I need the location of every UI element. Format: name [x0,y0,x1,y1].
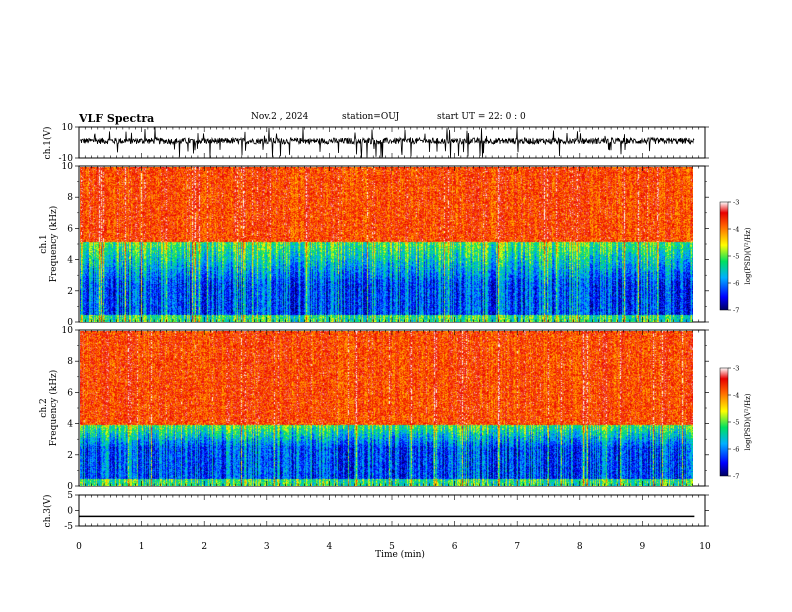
x-tick-label: 5 [389,542,395,552]
colorbar-tick-label: -4 [733,226,739,234]
ch1-spectrogram-ytick-label: 0 [67,318,73,328]
colorbar-tick-label: -3 [733,199,739,207]
ch1-waveform-ytick-label: 10 [62,123,74,133]
x-tick-label: 4 [327,542,333,552]
ch2-spectrogram [80,331,693,486]
start-time-label: start UT = 22: 0 : 0 [437,112,526,122]
ch2-spectrogram-ytick-label: 10 [62,326,74,336]
station-label: station=OUJ [342,112,400,122]
ch1-spectrogram [80,167,693,322]
x-axis-label: Time (min) [375,549,425,560]
colorbar-tick-label: -4 [733,392,739,400]
ch1-waveform-trace [79,127,695,159]
ch1-colorbar-label: log(PSD)(V²/Hz) [744,227,752,284]
ch1-spectrogram-ylabel-top: ch.1 [39,234,49,253]
ch1-waveform-ytick-label: -10 [59,154,74,164]
x-tick-label: 9 [640,542,646,552]
ch2-spectrogram-ytick-label: 0 [67,482,73,492]
colorbar-tick-label: -6 [733,280,739,288]
x-tick-label: 8 [577,542,583,552]
ch2-spectrogram-ytick-label: 4 [67,420,73,430]
x-tick-label: 6 [452,542,458,552]
ch1-spectrogram-ytick-label: 6 [67,224,73,234]
colorbar-tick-label: -7 [733,473,739,481]
ch1-spectrogram-ytick-label: 2 [67,287,73,297]
colorbar-tick-label: -3 [733,365,739,373]
ch2-spectrogram-ytick-label: 6 [67,388,73,398]
x-tick-label: 1 [139,542,145,552]
colorbar-tick-label: -6 [733,446,739,454]
ch2-spectrogram-ytick-label: 2 [67,451,73,461]
ch2-spectrogram-ylabel-top: ch.2 [39,398,49,417]
x-tick-label: 0 [76,542,82,552]
ch1-colorbar [719,201,729,311]
chart-title: VLF Spectra [79,112,155,125]
ch3-waveform-ytick-label: 5 [67,491,73,501]
ch3-waveform-ylabel: ch.3(V) [42,495,53,528]
ch1-waveform-ylabel: ch.1(V) [42,127,53,160]
ch3-waveform-ytick-label: -5 [64,522,73,532]
ch1-spectrogram-ytick-label: 4 [67,256,73,266]
ch2-colorbar [719,367,729,477]
x-tick-label: 10 [699,542,711,552]
x-tick-label: 3 [264,542,270,552]
colorbar-tick-label: -5 [733,419,739,427]
ch2-colorbar-label: log(PSD)(V²/Hz) [744,393,752,450]
ch2-spectrogram-ylabel: Frequency (kHz) [48,370,59,447]
x-tick-label: 7 [514,542,520,552]
ch1-spectrogram-ytick-label: 8 [67,193,73,203]
ch2-spectrogram-ytick-label: 8 [67,357,73,367]
colorbar-tick-label: -5 [733,253,739,261]
x-tick-label: 2 [201,542,207,552]
ch1-spectrogram-ylabel: Frequency (kHz) [48,206,59,283]
colorbar-tick-label: -7 [733,307,739,315]
date-label: Nov.2 , 2024 [251,112,309,122]
ch3-waveform-ytick-label: 0 [67,507,73,517]
ch1-spectrogram-ytick-label: 10 [62,162,74,172]
